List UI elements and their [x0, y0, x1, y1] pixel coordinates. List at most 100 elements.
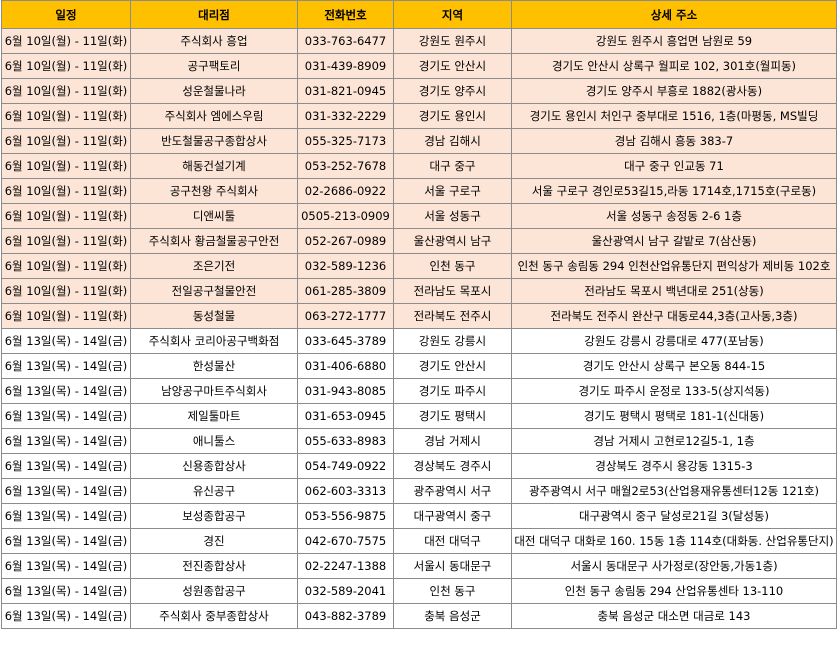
phone-cell: 053-556-9875: [297, 503, 394, 529]
schedule-cell: 6월 13일(목) - 14일(금): [1, 553, 131, 579]
header-cell: 상세 주소: [511, 0, 837, 29]
table-body: 6월 10일(월) - 11일(화) 주식회사 흥업 033-763-6477 강원도…: [1, 28, 837, 629]
table-row: 6월 13일(목) - 14일(금) 남양공구마트주식회사 031-943-8085…: [1, 378, 837, 404]
schedule-cell: 6월 13일(목) - 14일(금): [1, 353, 131, 379]
phone-cell: 052-267-0989: [297, 228, 394, 254]
table-row: 6월 10일(월) - 11일(화) 공구천왕 주식회사 02-2686-0922 서…: [1, 178, 837, 204]
dealer-cell: 신용종합상사: [130, 453, 298, 479]
address-cell: 충북 음성군 대소면 대금로 143: [511, 603, 837, 629]
schedule-cell: 6월 13일(목) - 14일(금): [1, 578, 131, 604]
dealer-cell: 동성철물: [130, 303, 298, 329]
dealer-cell: 전진종합상사: [130, 553, 298, 579]
dealer-cell: 디앤씨툴: [130, 203, 298, 229]
schedule-cell: 6월 10일(월) - 11일(화): [1, 253, 131, 279]
table-row: 6월 10일(월) - 11일(화) 디앤씨툴 0505-213-0909 서울 성동…: [1, 203, 837, 229]
schedule-cell: 6월 13일(목) - 14일(금): [1, 528, 131, 554]
schedule-cell: 6월 10일(월) - 11일(화): [1, 103, 131, 129]
region-cell: 강원도 원주시: [393, 28, 512, 54]
schedule-cell: 6월 10일(월) - 11일(화): [1, 278, 131, 304]
schedule-cell: 6월 10일(월) - 11일(화): [1, 53, 131, 79]
address-cell: 서울시 동대문구 사가정로(장안동,가동1층): [511, 553, 837, 579]
header-cell: 전화번호: [297, 0, 394, 29]
address-cell: 인천 동구 송림동 294 인천산업유통단지 편익상가 제비동 102호: [511, 253, 837, 279]
header-cell: 지역: [393, 0, 512, 29]
header-cell: 대리점: [130, 0, 298, 29]
address-cell: 경기도 안산시 상록구 월피로 102, 301호(월피동): [511, 53, 837, 79]
address-cell: 대전 대덕구 대화로 160. 15동 1층 114호(대화동. 산업유통단지): [511, 528, 837, 554]
region-cell: 서울 성동구: [393, 203, 512, 229]
header-cell: 일정: [1, 0, 131, 29]
table-row: 6월 13일(목) - 14일(금) 경진 042-670-7575 대전 대덕구 대전…: [1, 528, 837, 554]
dealer-cell: 유신공구: [130, 478, 298, 504]
address-cell: 인천 동구 송림동 294 산업유통센타 13-110: [511, 578, 837, 604]
schedule-cell: 6월 10일(월) - 11일(화): [1, 153, 131, 179]
schedule-cell: 6월 13일(목) - 14일(금): [1, 453, 131, 479]
dealer-cell: 주식회사 중부종합상사: [130, 603, 298, 629]
phone-cell: 063-272-1777: [297, 303, 394, 329]
phone-cell: 0505-213-0909: [297, 203, 394, 229]
schedule-cell: 6월 10일(월) - 11일(화): [1, 303, 131, 329]
phone-cell: 033-763-6477: [297, 28, 394, 54]
region-cell: 전라북도 전주시: [393, 303, 512, 329]
phone-cell: 055-633-8983: [297, 428, 394, 454]
phone-cell: 031-653-0945: [297, 403, 394, 429]
schedule-cell: 6월 10일(월) - 11일(화): [1, 178, 131, 204]
table-row: 6월 13일(목) - 14일(금) 신용종합상사 054-749-0922 경상북도…: [1, 453, 837, 479]
dealer-cell: 해동건설기계: [130, 153, 298, 179]
schedule-cell: 6월 13일(목) - 14일(금): [1, 428, 131, 454]
dealer-cell: 공구천왕 주식회사: [130, 178, 298, 204]
address-cell: 강원도 원주시 흥업면 남원로 59: [511, 28, 837, 54]
dealer-cell: 주식회사 엠에스우림: [130, 103, 298, 129]
table-row: 6월 13일(목) - 14일(금) 성원종합공구 032-589-2041 인천 동…: [1, 578, 837, 604]
address-cell: 강원도 강릉시 강릉대로 477(포남동): [511, 328, 837, 354]
dealer-cell: 한성물산: [130, 353, 298, 379]
address-cell: 서울 구로구 경인로53길15,라동 1714호,1715호(구로동): [511, 178, 837, 204]
table-row: 6월 10일(월) - 11일(화) 조은기전 032-589-1236 인천 동구 인…: [1, 253, 837, 279]
address-cell: 경기도 파주시 운정로 133-5(상지석동): [511, 378, 837, 404]
region-cell: 경기도 파주시: [393, 378, 512, 404]
dealer-cell: 주식회사 코리아공구백화점: [130, 328, 298, 354]
table-row: 6월 10일(월) - 11일(화) 주식회사 황금철물공구안전 052-267-0…: [1, 228, 837, 254]
schedule-cell: 6월 10일(월) - 11일(화): [1, 203, 131, 229]
dealer-table: 일정 대리점 전화번호 지역 상세 주소 6월 10일(월) - 11일(화) 주식회사 …: [1, 0, 837, 629]
schedule-cell: 6월 10일(월) - 11일(화): [1, 228, 131, 254]
address-cell: 서울 성동구 송정동 2-6 1층: [511, 203, 837, 229]
schedule-cell: 6월 13일(목) - 14일(금): [1, 503, 131, 529]
region-cell: 경남 거제시: [393, 428, 512, 454]
dealer-cell: 조은기전: [130, 253, 298, 279]
address-cell: 전라남도 목포시 백년대로 251(상동): [511, 278, 837, 304]
schedule-cell: 6월 13일(목) - 14일(금): [1, 603, 131, 629]
phone-cell: 02-2686-0922: [297, 178, 394, 204]
table-row: 6월 10일(월) - 11일(화) 해동건설기계 053-252-7678 대구 중…: [1, 153, 837, 179]
region-cell: 서울 구로구: [393, 178, 512, 204]
address-cell: 대구 중구 인교동 71: [511, 153, 837, 179]
phone-cell: 031-943-8085: [297, 378, 394, 404]
address-cell: 경남 김해시 흥동 383-7: [511, 128, 837, 154]
region-cell: 인천 동구: [393, 578, 512, 604]
dealer-cell: 제일툴마트: [130, 403, 298, 429]
phone-cell: 033-645-3789: [297, 328, 394, 354]
table-row: 6월 10일(월) - 11일(화) 공구팩토리 031-439-8909 경기도 안…: [1, 53, 837, 79]
address-cell: 전라북도 전주시 완산구 대동로44,3층(고사동,3층): [511, 303, 837, 329]
dealer-cell: 전일공구철물안전: [130, 278, 298, 304]
phone-cell: 043-882-3789: [297, 603, 394, 629]
table-row: 6월 13일(목) - 14일(금) 전진종합상사 02-2247-1388 서울시 …: [1, 553, 837, 579]
dealer-cell: 경진: [130, 528, 298, 554]
schedule-cell: 6월 10일(월) - 11일(화): [1, 78, 131, 104]
table-row: 6월 13일(목) - 14일(금) 보성종합공구 053-556-9875 대구광역…: [1, 503, 837, 529]
address-cell: 광주광역시 서구 매월2로53(산업용재유통센터12동 121호): [511, 478, 837, 504]
dealer-cell: 반도철물공구종합상사: [130, 128, 298, 154]
region-cell: 경기도 평택시: [393, 403, 512, 429]
table-row: 6월 13일(목) - 14일(금) 주식회사 중부종합상사 043-882-378…: [1, 603, 837, 629]
region-cell: 경상북도 경주시: [393, 453, 512, 479]
address-cell: 경남 거제시 고현로12길5-1, 1층: [511, 428, 837, 454]
phone-cell: 061-285-3809: [297, 278, 394, 304]
region-cell: 인천 동구: [393, 253, 512, 279]
dealer-cell: 남양공구마트주식회사: [130, 378, 298, 404]
table-row: 6월 10일(월) - 11일(화) 전일공구철물안전 061-285-3809 전라…: [1, 278, 837, 304]
table-row: 6월 13일(목) - 14일(금) 제일툴마트 031-653-0945 경기도 평…: [1, 403, 837, 429]
schedule-cell: 6월 13일(목) - 14일(금): [1, 478, 131, 504]
address-cell: 경기도 평택시 평택로 181-1(신대동): [511, 403, 837, 429]
phone-cell: 053-252-7678: [297, 153, 394, 179]
